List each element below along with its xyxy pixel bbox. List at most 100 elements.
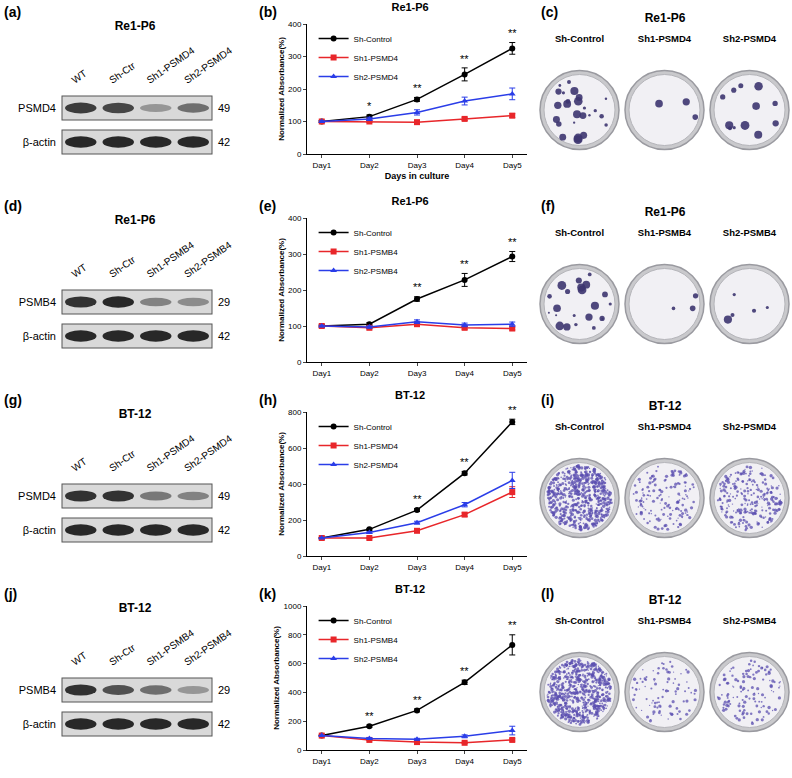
svg-text:**: ** (460, 665, 469, 677)
svg-text:Sh1-PSMD4: Sh1-PSMD4 (354, 442, 399, 451)
svg-text:Sh-Ctr: Sh-Ctr (107, 254, 138, 280)
svg-text:**: ** (508, 619, 517, 631)
svg-text:Re1-P6: Re1-P6 (391, 195, 428, 207)
svg-text:**: ** (460, 456, 469, 468)
svg-text:Re1-P6: Re1-P6 (645, 205, 686, 219)
svg-text:400: 400 (288, 214, 302, 223)
svg-text:BT-12: BT-12 (649, 593, 682, 607)
svg-text:Sh2-PSMB4: Sh2-PSMB4 (182, 627, 234, 668)
svg-text:Sh2-PSMB4: Sh2-PSMB4 (723, 227, 777, 238)
svg-text:0: 0 (297, 746, 302, 755)
svg-text:Sh-Control: Sh-Control (354, 35, 392, 44)
svg-text:BT-12: BT-12 (395, 583, 425, 595)
svg-text:WT: WT (70, 68, 89, 86)
svg-text:Day2: Day2 (360, 563, 379, 572)
svg-text:Sh2-PSMD4: Sh2-PSMD4 (354, 461, 399, 470)
svg-text:**: ** (413, 694, 422, 706)
svg-text:Day3: Day3 (408, 757, 427, 766)
svg-text:400: 400 (288, 480, 302, 489)
svg-text:600: 600 (288, 444, 302, 453)
svg-text:Sh2-PSMD4: Sh2-PSMD4 (182, 432, 234, 473)
svg-text:Day5: Day5 (503, 757, 522, 766)
svg-text:29: 29 (218, 296, 230, 308)
svg-text:Sh1-PSMD4: Sh1-PSMD4 (638, 421, 692, 432)
svg-text:Sh1-PSMB4: Sh1-PSMB4 (354, 248, 399, 257)
svg-text:Re1-P6: Re1-P6 (115, 19, 156, 33)
svg-text:Normalized Absorbance(%): Normalized Absorbance(%) (277, 238, 286, 342)
svg-text:**: ** (413, 281, 422, 293)
svg-text:Day4: Day4 (455, 161, 474, 170)
svg-text:Sh1-PSMB4: Sh1-PSMB4 (638, 227, 692, 238)
svg-text:29: 29 (218, 684, 230, 696)
svg-text:Sh1-PSMB4: Sh1-PSMB4 (638, 615, 692, 626)
svg-text:200: 200 (288, 516, 302, 525)
svg-text:400: 400 (288, 688, 302, 697)
svg-text:Sh1-PSMD4: Sh1-PSMD4 (354, 54, 399, 63)
svg-text:Day3: Day3 (408, 161, 427, 170)
svg-text:49: 49 (218, 490, 230, 502)
svg-text:Day4: Day4 (455, 563, 474, 572)
svg-text:Sh-Ctr: Sh-Ctr (107, 642, 138, 668)
svg-text:42: 42 (218, 718, 230, 730)
svg-text:WT: WT (70, 650, 89, 668)
svg-text:**: ** (508, 404, 517, 416)
svg-text:BT-12: BT-12 (395, 389, 425, 401)
svg-text:β-actin: β-actin (23, 524, 56, 536)
svg-text:Sh-Control: Sh-Control (555, 615, 604, 626)
svg-text:Day2: Day2 (360, 161, 379, 170)
svg-text:*: * (367, 100, 372, 112)
svg-text:42: 42 (218, 136, 230, 148)
svg-text:0: 0 (297, 358, 302, 367)
svg-text:Day1: Day1 (312, 563, 331, 572)
svg-text:Sh2-PSMD4: Sh2-PSMD4 (723, 421, 777, 432)
svg-text:Day4: Day4 (455, 369, 474, 378)
svg-text:**: ** (413, 493, 422, 505)
svg-text:BT-12: BT-12 (649, 399, 682, 413)
svg-text:Sh-Control: Sh-Control (555, 227, 604, 238)
svg-text:300: 300 (288, 250, 302, 259)
svg-text:Sh-Control: Sh-Control (555, 33, 604, 44)
svg-text:Day5: Day5 (503, 563, 522, 572)
svg-text:Day1: Day1 (312, 757, 331, 766)
svg-text:**: ** (365, 710, 374, 722)
svg-text:PSMD4: PSMD4 (18, 102, 56, 114)
svg-text:Day3: Day3 (408, 563, 427, 572)
svg-text:100: 100 (288, 117, 302, 126)
svg-text:Day1: Day1 (312, 369, 331, 378)
svg-text:Day5: Day5 (503, 161, 522, 170)
svg-text:Sh1-PSMB4: Sh1-PSMB4 (354, 636, 399, 645)
svg-text:200: 200 (288, 85, 302, 94)
svg-text:Sh-Ctr: Sh-Ctr (107, 448, 138, 474)
svg-text:PSMB4: PSMB4 (19, 296, 56, 308)
svg-text:200: 200 (288, 717, 302, 726)
svg-text:42: 42 (218, 330, 230, 342)
svg-text:49: 49 (218, 102, 230, 114)
svg-text:Days in culture: Days in culture (385, 171, 450, 181)
svg-text:**: ** (508, 236, 517, 248)
svg-text:Sh1-PSMD4: Sh1-PSMD4 (638, 33, 692, 44)
svg-text:**: ** (460, 53, 469, 65)
svg-text:300: 300 (288, 52, 302, 61)
svg-text:200: 200 (288, 286, 302, 295)
svg-text:Normalized Absorbance(%): Normalized Absorbance(%) (272, 626, 281, 730)
svg-text:WT: WT (70, 262, 89, 280)
svg-text:Day2: Day2 (360, 757, 379, 766)
svg-text:β-actin: β-actin (23, 330, 56, 342)
svg-text:Sh-Ctr: Sh-Ctr (107, 60, 138, 86)
svg-text:Sh2-PSMB4: Sh2-PSMB4 (182, 239, 234, 280)
svg-text:Re1-P6: Re1-P6 (115, 213, 156, 227)
svg-text:**: ** (460, 258, 469, 270)
svg-text:Sh-Control: Sh-Control (555, 421, 604, 432)
svg-text:WT: WT (70, 456, 89, 474)
svg-text:Day2: Day2 (360, 369, 379, 378)
svg-text:Day1: Day1 (312, 161, 331, 170)
svg-text:Day4: Day4 (455, 757, 474, 766)
svg-text:800: 800 (288, 408, 302, 417)
svg-text:Day3: Day3 (408, 369, 427, 378)
svg-text:600: 600 (288, 659, 302, 668)
svg-text:1000: 1000 (284, 602, 302, 611)
svg-text:Sh-Control: Sh-Control (354, 617, 392, 626)
svg-text:Day5: Day5 (503, 369, 522, 378)
svg-text:Sh2-PSMD4: Sh2-PSMD4 (354, 73, 399, 82)
svg-text:42: 42 (218, 524, 230, 536)
